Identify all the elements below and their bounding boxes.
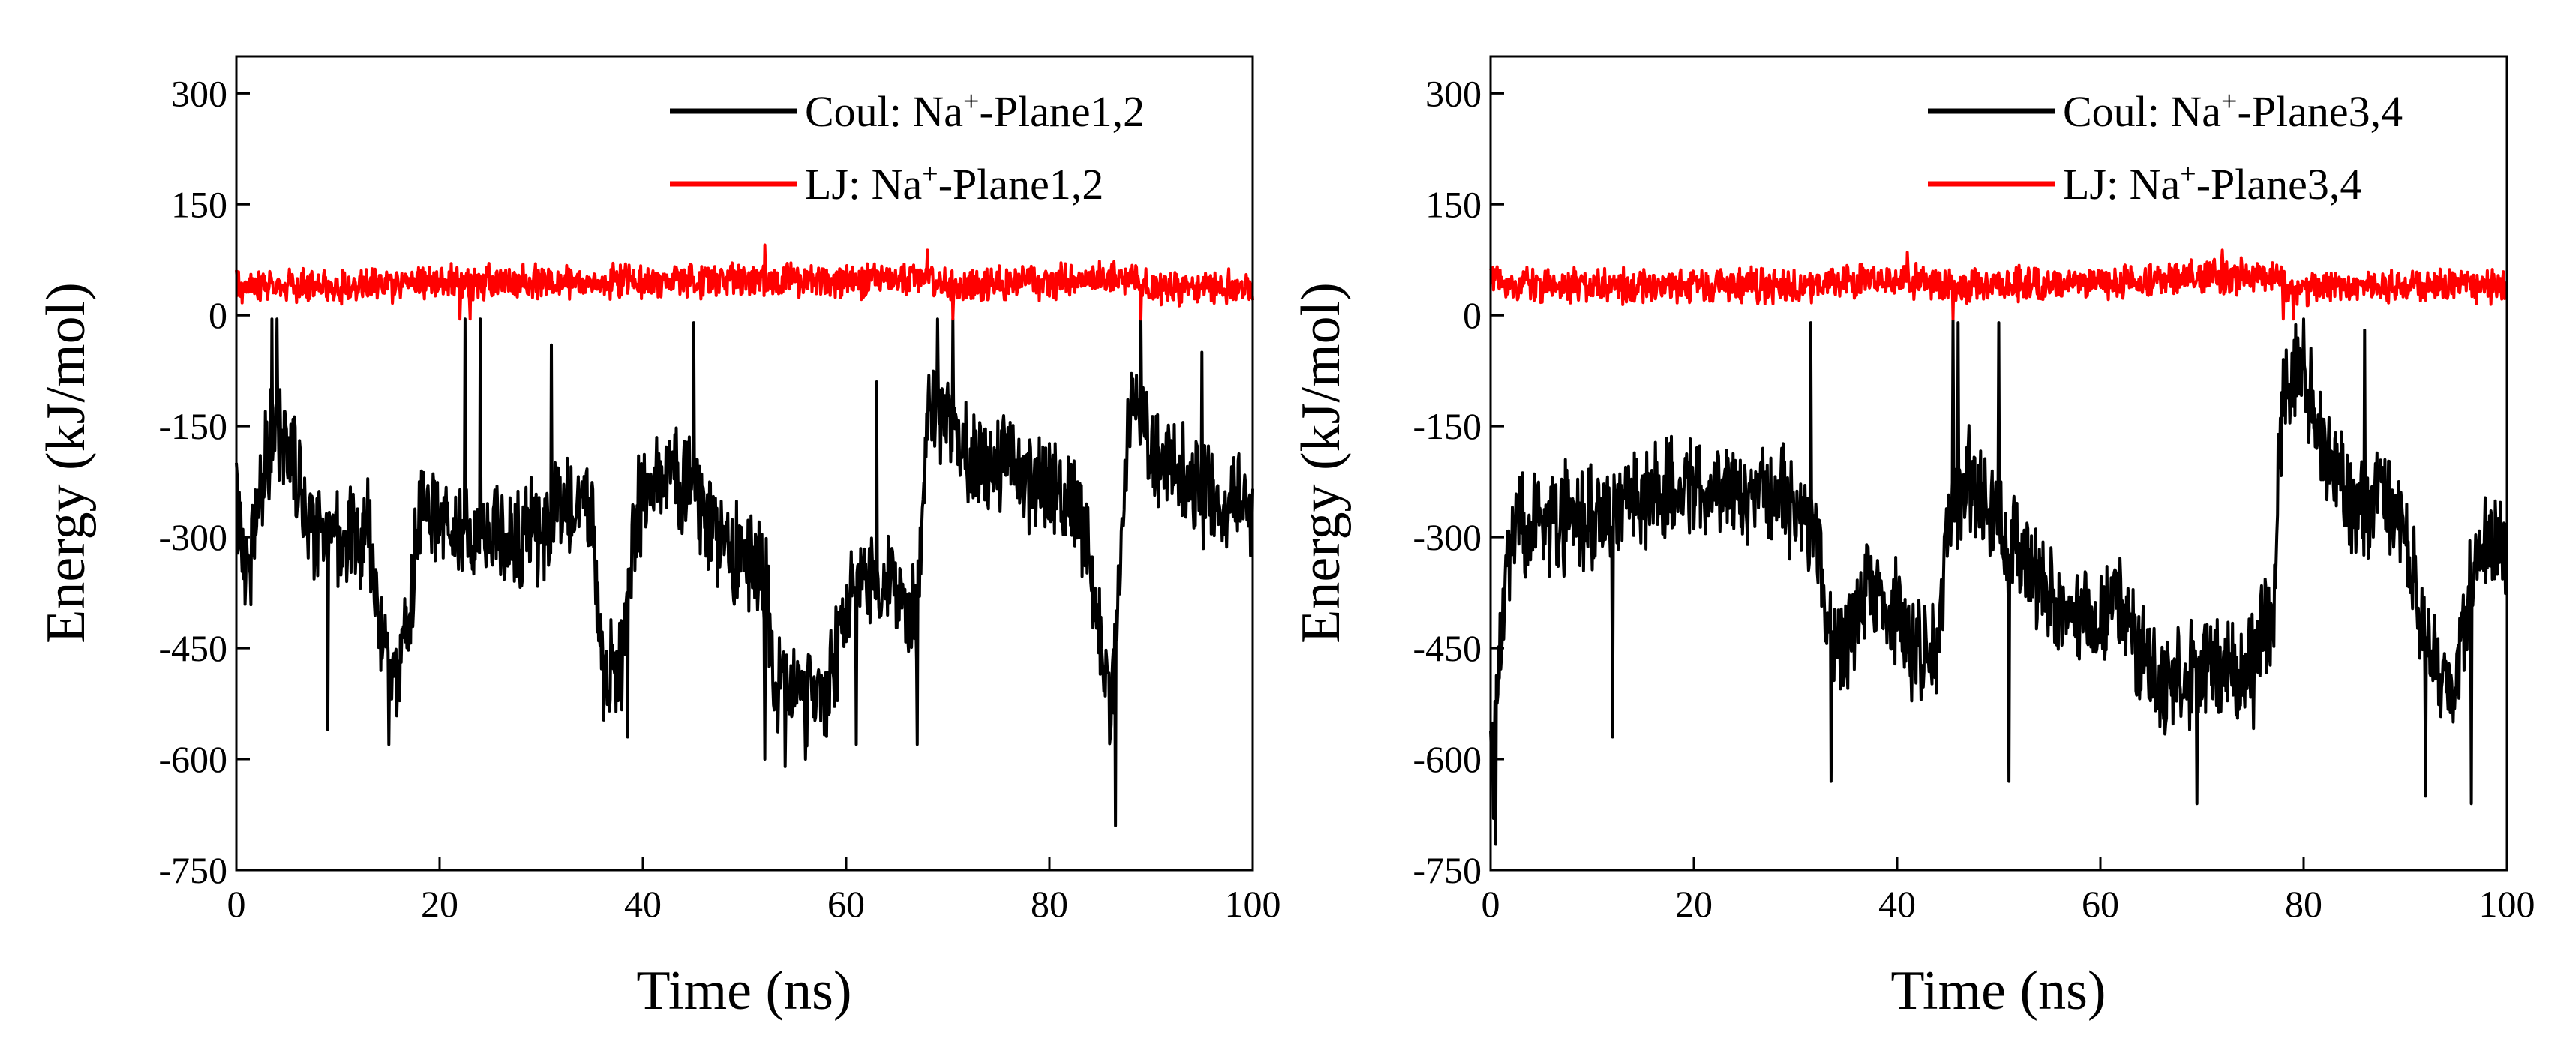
series-layer [235, 243, 1254, 827]
legend-prefix: LJ: Na [2063, 160, 2180, 209]
legend-superscript: + [2180, 158, 2196, 190]
legend: Coul: Na+-Plane3,4 LJ: Na+-Plane3,4 [1928, 86, 2403, 209]
plot-frame [235, 55, 1254, 872]
series-line-lj [1489, 248, 2508, 321]
legend-superscript: + [963, 86, 979, 117]
series-line-coul [1489, 317, 2508, 846]
legend-superscript: + [2221, 86, 2237, 117]
y-tick-label: 300 [1425, 72, 1482, 114]
x-tick-label: 60 [2082, 883, 2119, 925]
legend-label-coul: Coul: Na+-Plane3,4 [2063, 86, 2403, 136]
series-layer [1489, 248, 2508, 846]
y-tick-label: -150 [1413, 405, 1482, 447]
legend-suffix: -Plane3,4 [2196, 160, 2362, 209]
legend-label-coul: Coul: Na+-Plane1,2 [805, 86, 1145, 136]
y-tick-label: -750 [158, 849, 227, 891]
y-tick-label: -150 [158, 405, 227, 447]
x-tick-label: 20 [1675, 883, 1713, 925]
y-tick-label: 300 [171, 72, 227, 114]
x-tick-label: 20 [421, 883, 458, 925]
x-axis-title: Time (ns) [1890, 960, 2106, 1022]
x-tick-label: 0 [227, 883, 246, 925]
legend-prefix: LJ: Na [805, 160, 922, 209]
x-tick-label: 80 [2285, 883, 2322, 925]
y-tick-label: -600 [1413, 738, 1482, 780]
y-tick-label: -600 [158, 738, 227, 780]
y-tick-label: 150 [171, 183, 227, 225]
legend: Coul: Na+-Plane1,2 LJ: Na+-Plane1,2 [670, 86, 1145, 209]
y-tick-label: -750 [1413, 849, 1482, 891]
x-tick-label: 40 [624, 883, 662, 925]
x-tick-label: 100 [2479, 883, 2535, 925]
y-tick-label: -300 [158, 516, 227, 558]
x-tick-label: 60 [827, 883, 865, 925]
x-tick-label: 40 [1878, 883, 1916, 925]
x-axis-title: Time (ns) [636, 960, 851, 1022]
legend-suffix: -Plane3,4 [2237, 87, 2403, 136]
legend-suffix: -Plane1,2 [979, 87, 1145, 136]
legend-label-lj: LJ: Na+-Plane3,4 [2063, 158, 2361, 209]
x-tick-label: 100 [1225, 883, 1281, 925]
y-axis-title: Energy (kJ/mol) [1290, 282, 1352, 644]
legend-prefix: Coul: Na [805, 87, 963, 136]
y-tick-label: 150 [1425, 183, 1482, 225]
y-tick-label: -300 [1413, 516, 1482, 558]
y-tick-label: 0 [209, 294, 227, 336]
legend-prefix: Coul: Na [2063, 87, 2221, 136]
legend-label-lj: LJ: Na+-Plane1,2 [805, 158, 1103, 209]
y-tick-label: -450 [1413, 627, 1482, 669]
y-tick-label: 0 [1463, 294, 1482, 336]
legend-suffix: -Plane1,2 [938, 160, 1104, 209]
y-tick-label: -450 [158, 627, 227, 669]
legend-superscript: + [922, 158, 938, 190]
x-tick-label: 0 [1482, 883, 1500, 925]
x-tick-label: 80 [1031, 883, 1068, 925]
series-line-lj [235, 243, 1254, 321]
plot-frame [1489, 55, 2508, 872]
series-line-coul [235, 317, 1254, 827]
y-axis-title: Energy (kJ/mol) [35, 282, 97, 644]
